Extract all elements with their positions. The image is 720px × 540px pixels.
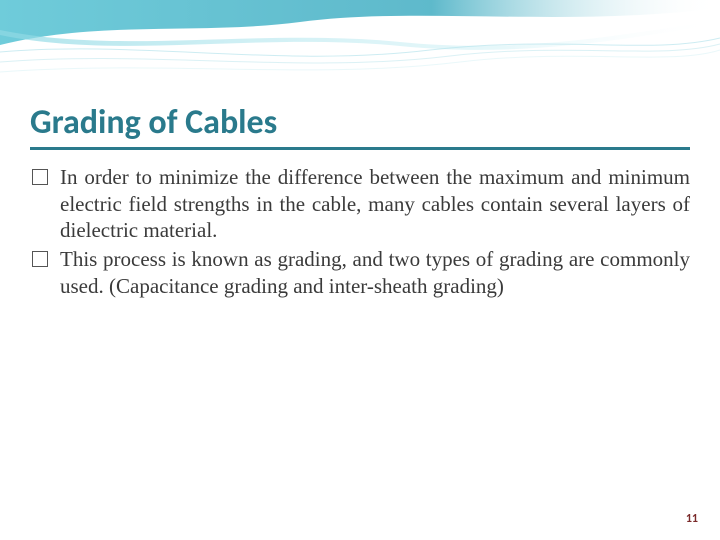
bullet-text: This process is known as grading, and tw…	[60, 247, 690, 298]
bullet-square-icon	[32, 169, 48, 185]
title-underline	[30, 147, 690, 150]
slide-title: Grading of Cables	[30, 105, 690, 141]
page-number: 11	[686, 512, 698, 526]
bullet-text: In order to minimize the difference betw…	[60, 165, 690, 243]
bullet-item: This process is known as grading, and tw…	[30, 246, 690, 300]
slide-body: In order to minimize the difference betw…	[30, 164, 690, 300]
bullet-item: In order to minimize the difference betw…	[30, 164, 690, 245]
bullet-square-icon	[32, 251, 48, 267]
decorative-top-wave	[0, 0, 720, 90]
slide-content: Grading of Cables In order to minimize t…	[30, 105, 690, 302]
